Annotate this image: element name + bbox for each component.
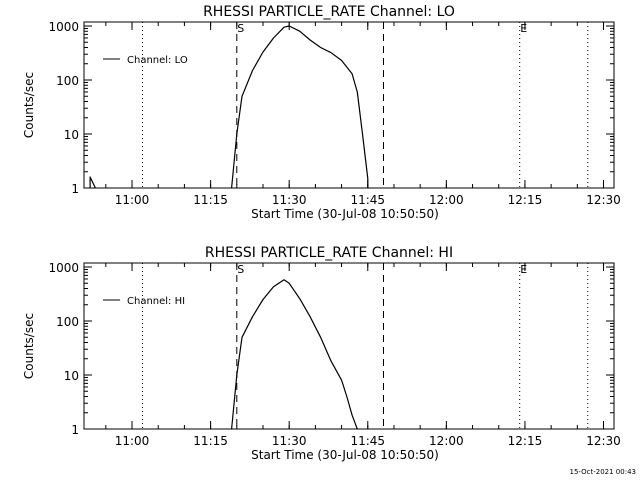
legend-label: Channel: HI — [127, 296, 185, 307]
x-tick-label: 12:00 — [429, 434, 464, 448]
plot-frame — [83, 21, 615, 189]
x-tick-label: 11:45 — [350, 193, 385, 207]
x-tick-label: 12:30 — [586, 434, 621, 448]
y-axis-label: Counts/sec — [22, 313, 36, 379]
x-tick-label: 12:15 — [508, 193, 543, 207]
chart-panel-2: RHESSI PARTICLE_RATE Channel: HI 11:00 11:… — [22, 245, 621, 462]
legend-label: Channel: LO — [127, 55, 188, 66]
y-tick-label: 10 — [64, 128, 79, 142]
x-tick-label: 11:00 — [115, 434, 150, 448]
y-tick-label: 100 — [56, 315, 79, 329]
marker-label-e: E — [520, 263, 527, 276]
x-axis-label: Start Time (30-Jul-08 10:50:50) — [251, 207, 439, 221]
y-tick-label: 1000 — [48, 20, 79, 34]
x-tick-label: 11:30 — [272, 193, 307, 207]
y-tick-label: 10 — [64, 369, 79, 383]
y-tick-label: 1000 — [48, 261, 79, 275]
marker-label-s: S — [237, 22, 244, 35]
x-tick-label: 12:00 — [429, 193, 464, 207]
x-tick-label: 12:15 — [508, 434, 543, 448]
x-tick-label: 11:15 — [193, 434, 228, 448]
plot-frame — [83, 262, 615, 430]
y-axis-label: Counts/sec — [22, 72, 36, 138]
footer-timestamp: 15-Oct-2021 00:43 — [570, 468, 636, 476]
x-tick-label: 11:30 — [272, 434, 307, 448]
x-tick-label: 11:00 — [115, 193, 150, 207]
series-line — [231, 25, 369, 189]
series-line — [231, 279, 358, 430]
y-tick-label: 1 — [71, 423, 79, 437]
x-tick-label: 12:30 — [586, 193, 621, 207]
x-tick-label: 11:45 — [350, 434, 385, 448]
x-axis-label: Start Time (30-Jul-08 10:50:50) — [251, 448, 439, 462]
series-line — [89, 176, 96, 189]
x-tick-label: 11:15 — [193, 193, 228, 207]
chart-title: RHESSI PARTICLE_RATE Channel: LO — [203, 4, 455, 20]
y-tick-label: 1 — [71, 182, 79, 196]
y-tick-label: 100 — [56, 74, 79, 88]
marker-label-e: E — [520, 22, 527, 35]
chart-title: RHESSI PARTICLE_RATE Channel: HI — [205, 245, 453, 261]
marker-label-s: S — [237, 263, 244, 276]
chart-panel-1: RHESSI PARTICLE_RATE Channel: LO 11:00 11:… — [22, 4, 621, 221]
